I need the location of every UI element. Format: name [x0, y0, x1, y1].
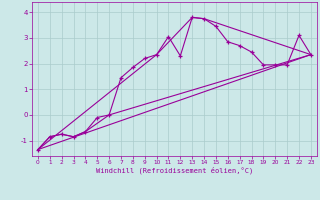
X-axis label: Windchill (Refroidissement éolien,°C): Windchill (Refroidissement éolien,°C) [96, 167, 253, 174]
